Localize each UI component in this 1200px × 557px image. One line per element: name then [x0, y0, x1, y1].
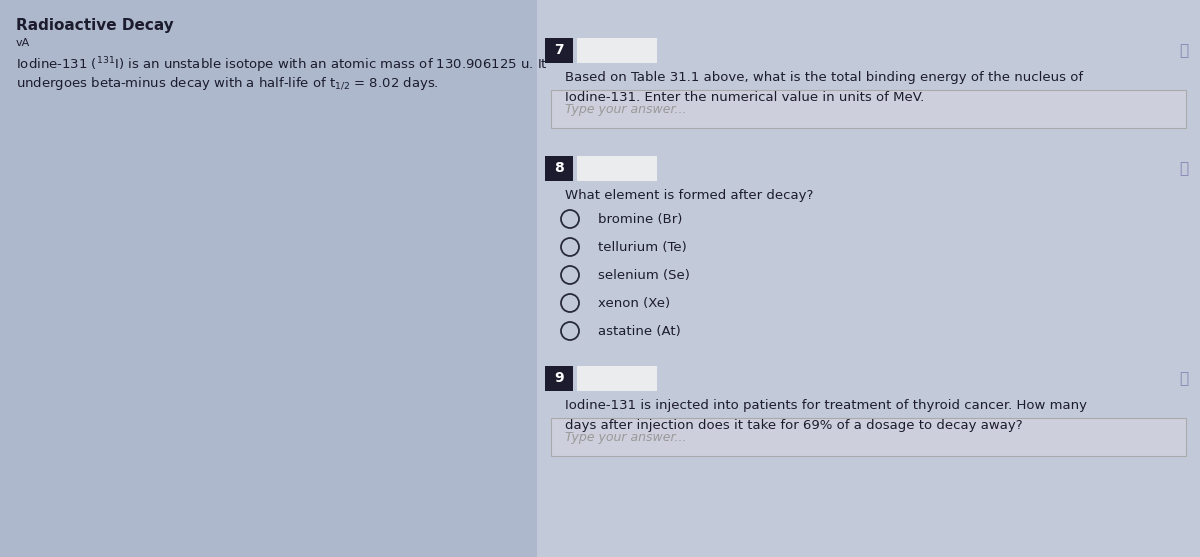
Text: Type your answer...: Type your answer... — [565, 431, 686, 443]
Text: selenium (Se): selenium (Se) — [598, 268, 690, 281]
Text: astatine (At): astatine (At) — [598, 325, 680, 338]
FancyBboxPatch shape — [577, 366, 658, 391]
FancyBboxPatch shape — [551, 418, 1186, 456]
FancyBboxPatch shape — [551, 90, 1186, 128]
Text: 7: 7 — [554, 43, 564, 57]
Text: ⌖: ⌖ — [1178, 43, 1188, 58]
Text: undergoes beta-minus decay with a half-life of t$_{1/2}$ = 8.02 days.: undergoes beta-minus decay with a half-l… — [16, 75, 439, 91]
FancyBboxPatch shape — [545, 366, 574, 391]
Text: vA: vA — [16, 38, 30, 48]
Text: Iodine-131 ($^{131}$I) is an unstable isotope with an atomic mass of 130.906125 : Iodine-131 ($^{131}$I) is an unstable is… — [16, 55, 548, 75]
Text: tellurium (Te): tellurium (Te) — [598, 241, 686, 253]
FancyBboxPatch shape — [577, 38, 658, 63]
Text: 8: 8 — [554, 162, 564, 175]
Text: What element is formed after decay?: What element is formed after decay? — [565, 189, 814, 202]
Text: xenon (Xe): xenon (Xe) — [598, 296, 670, 310]
Text: 9: 9 — [554, 372, 564, 385]
FancyBboxPatch shape — [538, 0, 1200, 557]
FancyBboxPatch shape — [0, 0, 538, 557]
FancyBboxPatch shape — [545, 38, 574, 63]
Text: Type your answer...: Type your answer... — [565, 102, 686, 115]
Text: days after injection does it take for 69% of a dosage to decay away?: days after injection does it take for 69… — [565, 419, 1022, 432]
Text: ⌖: ⌖ — [1178, 161, 1188, 176]
Text: Radioactive Decay: Radioactive Decay — [16, 18, 174, 33]
Text: ⌖: ⌖ — [1178, 371, 1188, 386]
Text: Iodine-131 is injected into patients for treatment of thyroid cancer. How many: Iodine-131 is injected into patients for… — [565, 399, 1087, 412]
Text: Based on Table 31.1 above, what is the total binding energy of the nucleus of: Based on Table 31.1 above, what is the t… — [565, 71, 1084, 84]
Text: Iodine-131. Enter the numerical value in units of MeV.: Iodine-131. Enter the numerical value in… — [565, 91, 924, 104]
Text: bromine (Br): bromine (Br) — [598, 213, 683, 226]
FancyBboxPatch shape — [577, 156, 658, 181]
FancyBboxPatch shape — [545, 156, 574, 181]
